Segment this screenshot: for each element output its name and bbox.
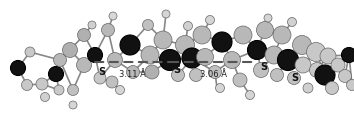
Circle shape xyxy=(78,29,91,42)
Circle shape xyxy=(338,70,352,82)
Text: S: S xyxy=(173,65,180,75)
Circle shape xyxy=(120,35,140,55)
Circle shape xyxy=(145,65,159,79)
Circle shape xyxy=(182,48,202,68)
Circle shape xyxy=(265,46,283,64)
Circle shape xyxy=(309,63,325,78)
Circle shape xyxy=(273,26,291,44)
Circle shape xyxy=(48,67,63,82)
Circle shape xyxy=(183,21,193,30)
Circle shape xyxy=(234,26,252,44)
Circle shape xyxy=(68,84,79,95)
Circle shape xyxy=(246,91,255,99)
Circle shape xyxy=(287,17,297,27)
Circle shape xyxy=(342,48,354,63)
Circle shape xyxy=(22,80,33,91)
Circle shape xyxy=(176,36,194,55)
Circle shape xyxy=(160,49,181,70)
Circle shape xyxy=(126,65,139,78)
Circle shape xyxy=(292,36,312,55)
Circle shape xyxy=(247,40,267,59)
Circle shape xyxy=(115,86,125,95)
Circle shape xyxy=(106,76,118,88)
Circle shape xyxy=(253,63,268,78)
Text: 3.11 Å: 3.11 Å xyxy=(119,70,145,79)
Circle shape xyxy=(320,48,336,64)
Circle shape xyxy=(223,51,240,69)
Circle shape xyxy=(54,85,64,95)
Circle shape xyxy=(307,42,325,61)
Circle shape xyxy=(171,69,184,82)
Circle shape xyxy=(87,48,103,63)
Circle shape xyxy=(287,72,301,84)
Circle shape xyxy=(76,57,91,72)
Circle shape xyxy=(53,53,67,67)
Circle shape xyxy=(25,47,35,57)
Circle shape xyxy=(162,10,170,18)
Circle shape xyxy=(109,12,117,20)
Circle shape xyxy=(347,80,354,91)
Circle shape xyxy=(189,69,202,82)
Circle shape xyxy=(278,49,298,70)
Circle shape xyxy=(196,48,213,65)
Circle shape xyxy=(88,21,96,29)
Text: S: S xyxy=(260,62,267,72)
Circle shape xyxy=(69,101,77,109)
Circle shape xyxy=(325,82,338,95)
Circle shape xyxy=(193,26,211,44)
Circle shape xyxy=(40,93,50,101)
Circle shape xyxy=(143,19,154,30)
Circle shape xyxy=(216,84,224,93)
Circle shape xyxy=(154,31,172,49)
Circle shape xyxy=(295,57,311,73)
Circle shape xyxy=(331,58,345,72)
Circle shape xyxy=(270,69,284,82)
Circle shape xyxy=(94,72,106,84)
Circle shape xyxy=(36,78,48,90)
Circle shape xyxy=(11,61,25,76)
Circle shape xyxy=(108,53,122,67)
Text: S: S xyxy=(98,67,105,77)
Circle shape xyxy=(303,83,313,93)
Circle shape xyxy=(315,65,335,85)
Circle shape xyxy=(209,65,222,78)
Circle shape xyxy=(141,46,159,64)
Circle shape xyxy=(63,42,78,57)
Text: S: S xyxy=(291,73,298,83)
Circle shape xyxy=(257,21,274,38)
Circle shape xyxy=(264,14,272,22)
Text: 3.06 Å: 3.06 Å xyxy=(200,70,227,79)
Circle shape xyxy=(102,23,114,36)
Circle shape xyxy=(233,73,247,87)
Circle shape xyxy=(212,32,232,52)
Circle shape xyxy=(206,15,215,25)
